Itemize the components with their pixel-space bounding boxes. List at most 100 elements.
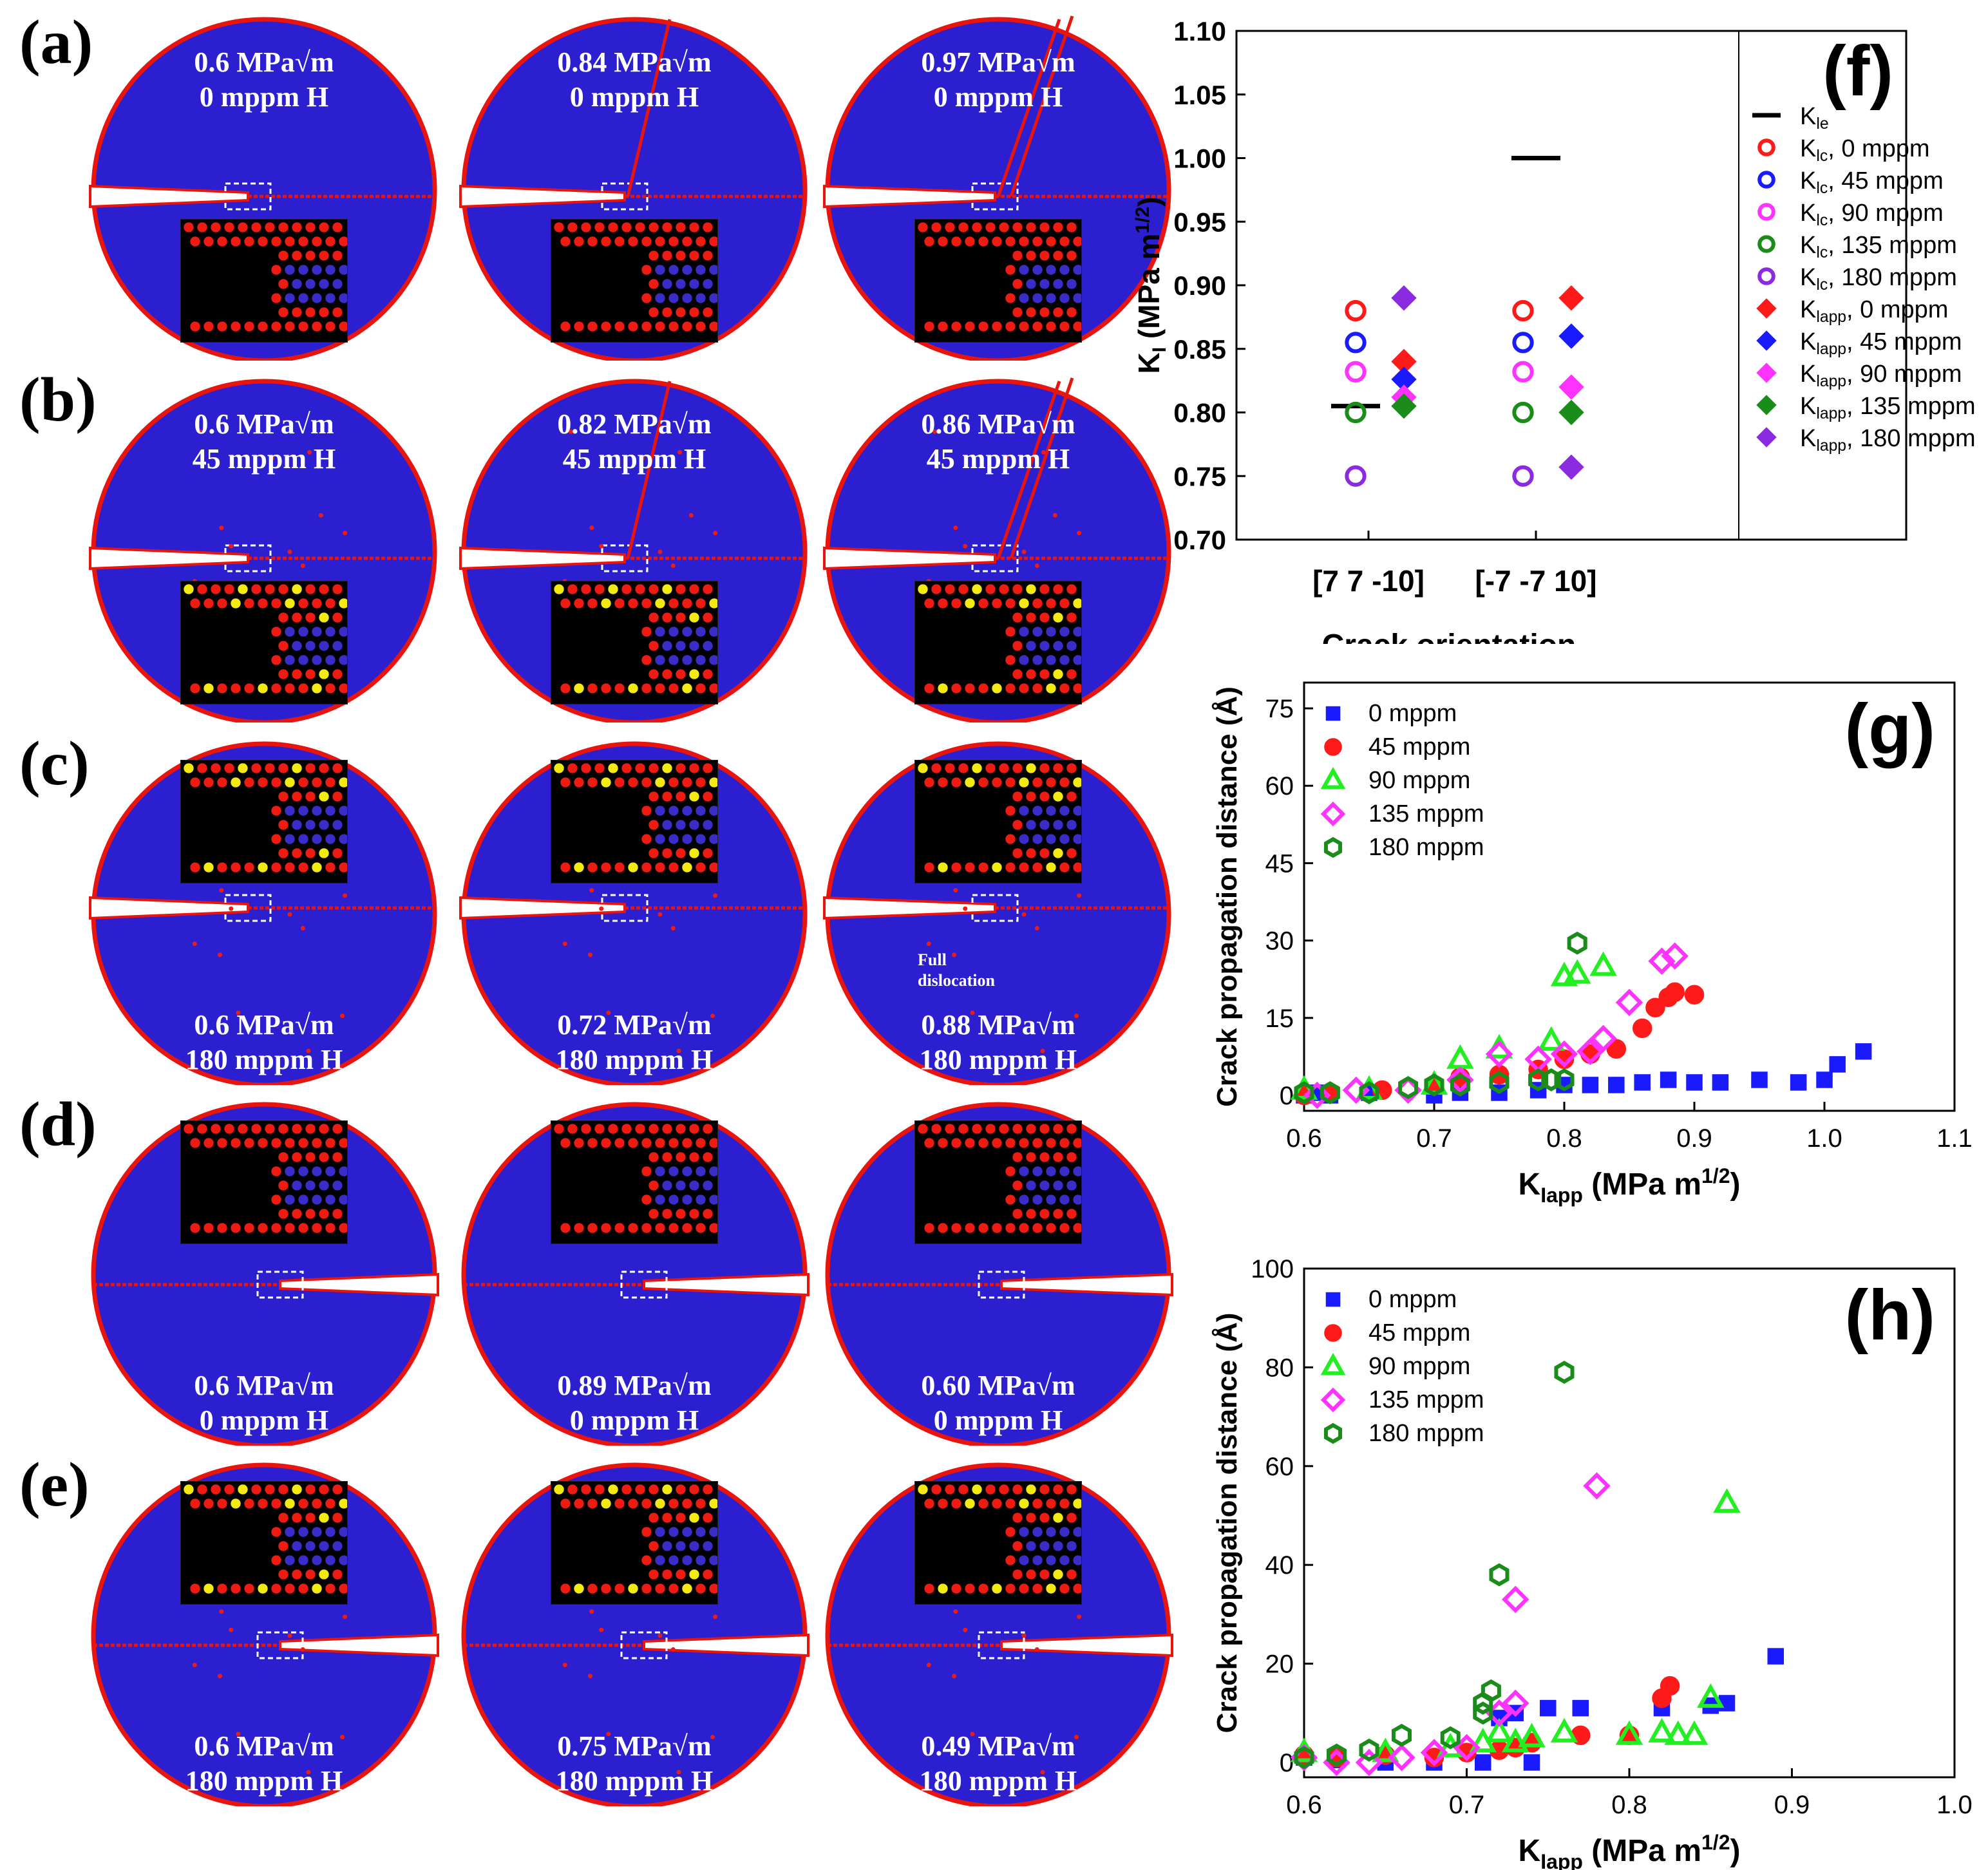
legend-entry-4: 180 mppm [1368,834,1484,861]
legend-entry-2: Klc, 90 mppm [1800,200,1944,229]
hydrogen-defect [710,1735,715,1740]
crack-slit [459,546,626,571]
legend-entry-3: 135 mppm [1368,800,1484,827]
hydrogen-defect [300,563,305,568]
x-tick-label: 0.9 [1676,1124,1712,1153]
crack-tip-box [224,894,272,922]
simulation-tile-e-2: 0.75 MPa√m 180 mppm H [454,1459,815,1806]
point-4-0 [1345,465,1367,487]
legend-swatch-2 [1757,203,1775,221]
point-9-1 [1558,454,1584,480]
hydrogen-concentration-label: 180 mppm H [185,1765,343,1797]
point-3-4 [1420,1739,1448,1766]
point-4-6 [1489,1071,1510,1094]
y-tick-label: 75 [1265,695,1294,723]
chart-g: 0.6 0.7 0.8 0.9 1.0 1.1 0 15 30 45 60 75 KIapp (MPa … [1211,681,1973,1207]
hydrogen-defect [606,1732,611,1737]
legend-entry-2: 90 mppm [1368,1353,1470,1380]
hydrogen-defect [343,1614,348,1620]
simulation-tile-c-3: 0.88 MPa√m 180 mppm H [818,737,1179,1085]
panel-label-d: (d) [19,1090,97,1159]
point-8-0 [1391,393,1417,419]
panel-label-f: (f) [1822,32,1893,111]
hydrogen-defect [1034,925,1039,930]
x-axis-label: KIapp (MPa m1/2) [1519,1831,1741,1870]
point-1-9 [1606,1039,1627,1059]
point-4-4 [1440,1726,1461,1750]
hydrogen-defect [963,1627,968,1632]
hydrogen-defect [670,563,676,568]
legend-entry-3: Klc, 135 mppm [1800,232,1957,261]
point-0-12 [1660,1072,1677,1088]
y-tick-label: 45 [1265,849,1294,878]
hydrogen-concentration-label: 0 mppm H [569,1404,699,1436]
point-9-0 [1391,285,1417,311]
x-tick-label: [-7 -7 10] [1475,564,1596,598]
point-0-18 [1829,1056,1846,1073]
stress-intensity-label: 0.88 MPa√m [921,1009,1075,1041]
hydrogen-defect [599,906,604,911]
point-2-5 [1537,1026,1566,1051]
hydrogen-defect [953,888,958,893]
atomic-inset [180,1481,348,1605]
hydrogen-defect [236,1732,241,1737]
crack-tip-box [978,1270,1025,1299]
point-6-1 [1558,323,1584,349]
hydrogen-concentration-label: 0 mppm H [569,81,699,113]
panel-label: (h) [1845,1276,1935,1355]
point-2-7 [1563,959,1591,984]
crack-tip-box [620,1270,668,1299]
crack-tip-box [256,1631,304,1659]
crack-tip-box [620,1631,668,1659]
crack-slit [1000,1272,1173,1297]
point-5-1 [1558,285,1584,311]
hydrogen-defect [599,1627,604,1632]
point-0-19 [1855,1043,1872,1060]
legend-swatch-1 [1757,171,1775,189]
crack-slit [823,184,996,209]
hydrogen-concentration-label: 0 mppm H [933,81,1063,113]
atomic-inset [551,219,718,343]
crack-slit [823,896,996,920]
simulation-tile-b-1: 0.6 MPa√m 45 mppm H [84,375,444,722]
point-2-12 [1696,1683,1725,1708]
point-2-10 [1664,1720,1692,1745]
point-2-7 [1550,1717,1578,1742]
point-7-1 [1558,374,1584,400]
slip-trace-2 [1009,15,1074,197]
hydrogen-defect [1021,549,1027,554]
x-tick-label: 0.7 [1449,1791,1485,1819]
hydrogen-defect [970,1732,975,1737]
legend-swatch-3 [1320,801,1346,827]
hydrogen-defect [1041,449,1046,455]
point-2-11 [1680,1720,1709,1745]
point-1-11 [1660,1676,1680,1696]
hydrogen-concentration-label: 45 mppm H [562,443,706,475]
point-2-3 [1446,1044,1474,1069]
y-tick-label: 0.95 [1173,207,1226,237]
point-4-9 [1554,1068,1575,1091]
hydrogen-defect [229,1627,234,1632]
legend-swatch-3 [1757,235,1775,253]
hydrogen-defect [953,525,958,531]
x-tick-label: 1.1 [1936,1124,1973,1153]
simulation-tile-d-1: 0.6 MPa√m 0 mppm H [84,1098,444,1446]
point-0-13 [1686,1074,1703,1091]
y-axis-label: KI (MPa m1/2) [1133,197,1170,374]
point-2-4 [1485,1717,1513,1742]
point-3-3 [1446,1066,1474,1094]
hydrogen-defect [1077,1614,1082,1620]
simulation-tile-b-3: 0.86 MPa√m 45 mppm H [818,375,1179,722]
point-2-8 [1615,1720,1643,1745]
crack-tip-box [601,544,648,572]
simulation-tile-a-3: 0.97 MPa√m 0 mppm H [818,13,1179,361]
legend-entry-7: Klapp, 90 mppm [1800,361,1962,390]
point-4-0 [1294,1746,1314,1770]
y-tick-label: 1.10 [1173,16,1226,46]
point-4-7 [1481,1679,1501,1703]
panel-label-c: (c) [19,729,90,798]
hydrogen-defect [963,543,968,549]
panel-label-b: (b) [19,365,97,435]
hydrogen-defect [217,952,222,958]
point-3-0 [1303,1081,1331,1110]
